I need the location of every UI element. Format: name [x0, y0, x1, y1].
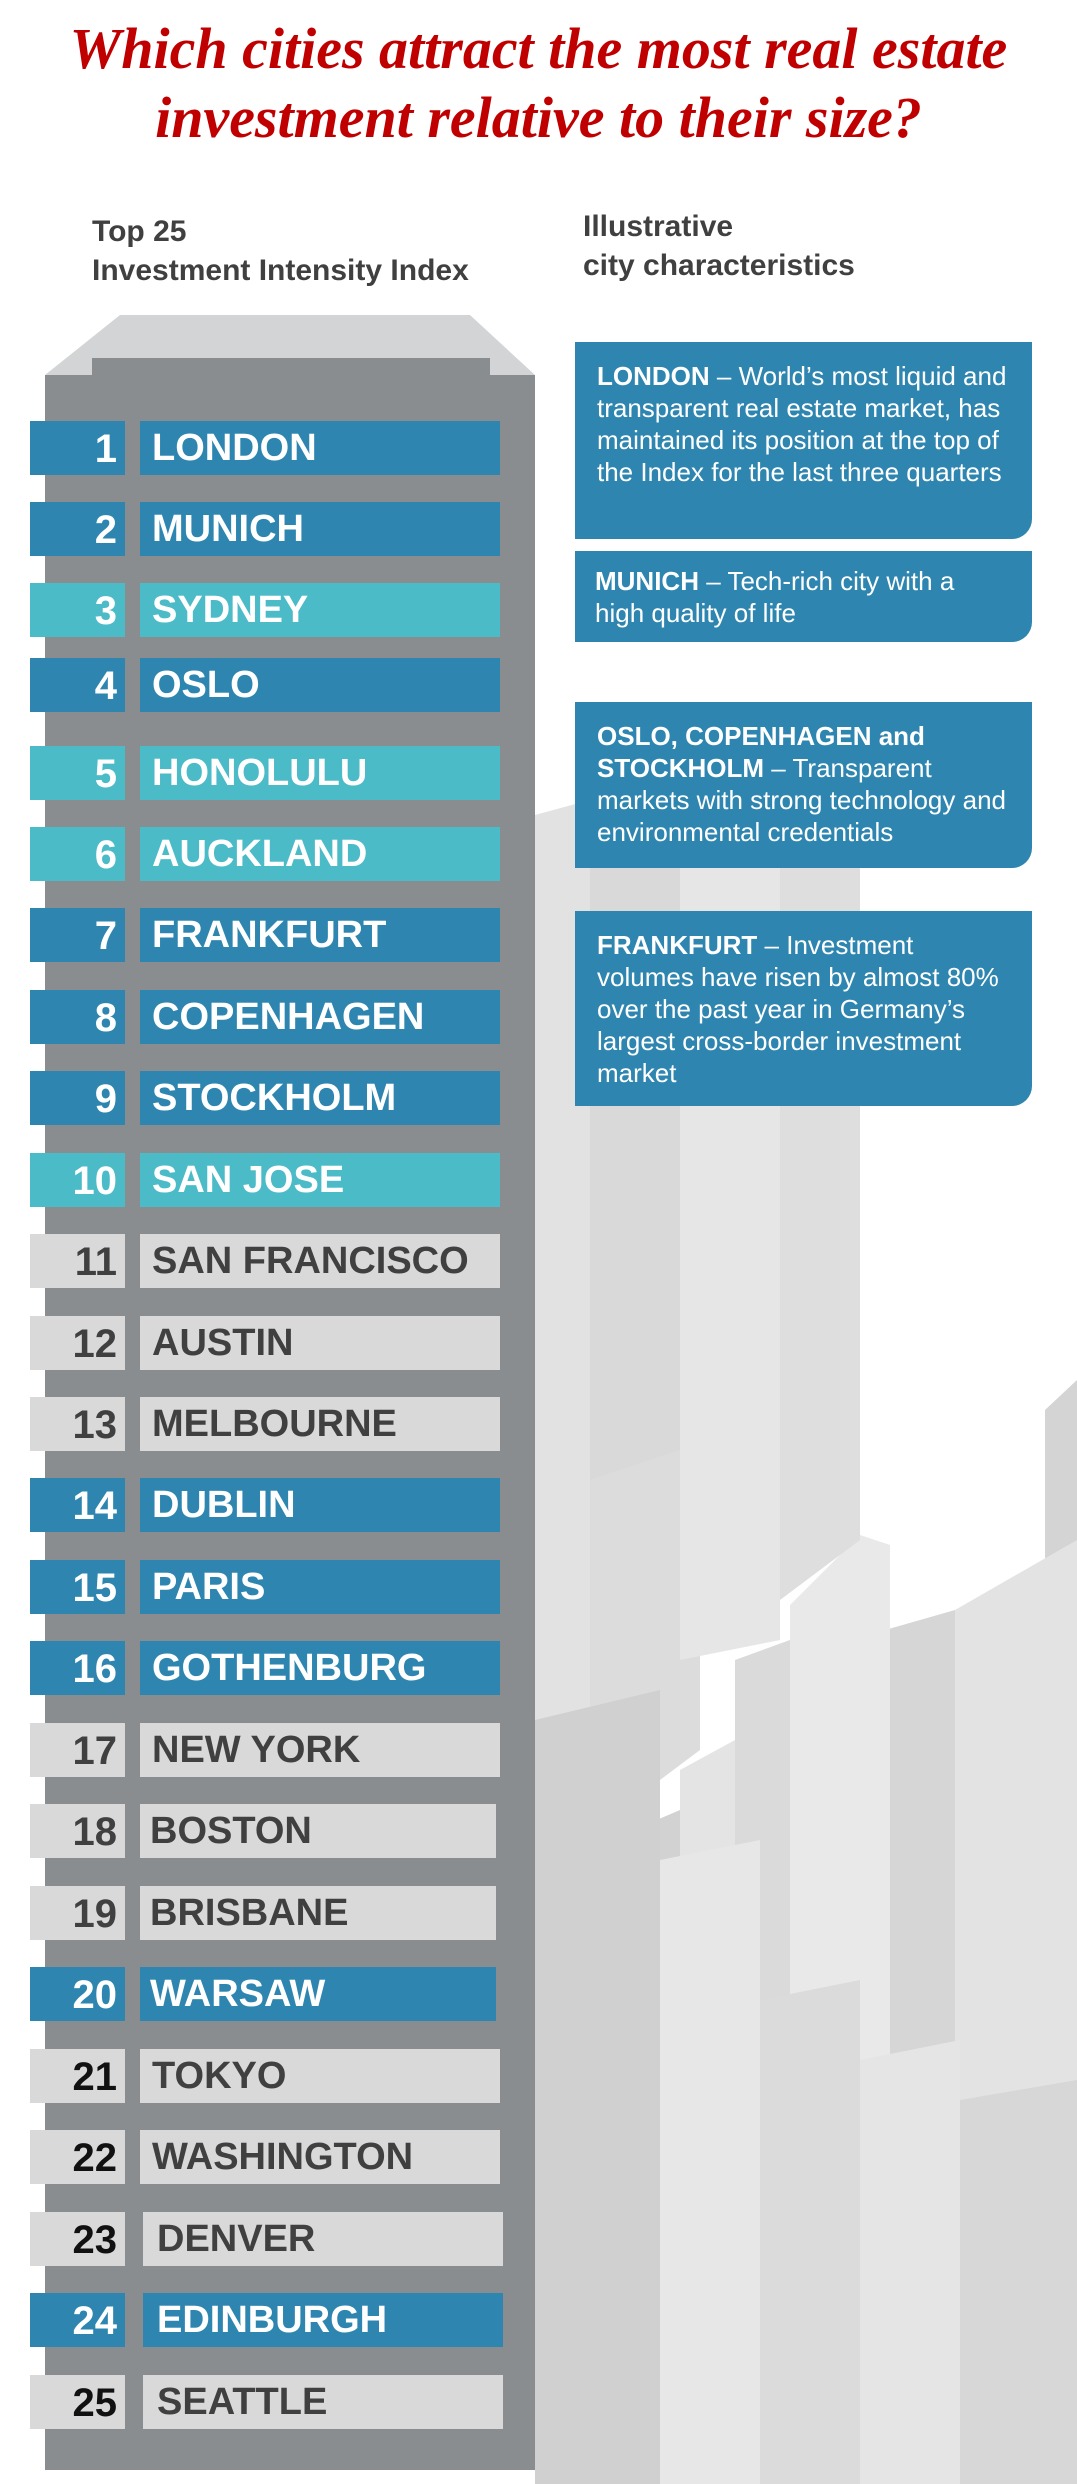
city-name: AUSTIN [140, 1316, 500, 1370]
rank-number: 19 [30, 1886, 125, 1940]
rank-number: 11 [30, 1234, 125, 1288]
city-name: BOSTON [140, 1804, 496, 1858]
city-name: COPENHAGEN [140, 990, 500, 1044]
rank-number: 22 [30, 2130, 125, 2184]
rank-number: 4 [30, 658, 125, 712]
city-name: BRISBANE [140, 1886, 496, 1940]
callout-heading: FRANKFURT [597, 930, 758, 960]
rank-number: 23 [30, 2212, 125, 2266]
rank-number: 17 [30, 1723, 125, 1777]
city-name: DUBLIN [140, 1478, 500, 1532]
ranking-header-line-2: Investment Intensity Index [92, 254, 469, 287]
city-name: MUNICH [140, 502, 500, 556]
rank-number: 5 [30, 746, 125, 800]
rank-number: 8 [30, 990, 125, 1044]
city-name: SAN FRANCISCO [140, 1234, 500, 1288]
callout-heading: OSLO, COPENHAGEN and STOCKHOLM [597, 721, 925, 783]
characteristics-header-line-1: Illustrative [583, 210, 734, 243]
callout-nordics: OSLO, COPENHAGEN and STOCKHOLM – Transpa… [575, 702, 1032, 868]
title-line-1: Which cities attract the most real estat… [69, 16, 1008, 81]
callout-frankfurt: FRANKFURT – Investment volumes have rise… [575, 911, 1032, 1106]
page-title: Which cities attract the most real estat… [0, 14, 1077, 152]
rank-number: 12 [30, 1316, 125, 1370]
callout-text: – Transparent markets with strong techno… [597, 753, 1006, 847]
rank-number: 13 [30, 1397, 125, 1451]
city-name: HONOLULU [140, 746, 500, 800]
rank-number: 6 [30, 827, 125, 881]
rank-number: 21 [30, 2049, 125, 2103]
city-name: GOTHENBURG [140, 1641, 500, 1695]
city-name: LONDON [140, 421, 500, 475]
callout-text: – Investment volumes have risen by almos… [597, 930, 999, 1088]
city-name: STOCKHOLM [140, 1071, 500, 1125]
city-name: SYDNEY [140, 583, 500, 637]
ranking-header-line-1: Top 25 [92, 215, 187, 248]
rank-number: 15 [30, 1560, 125, 1614]
title-line-2: investment relative to their size? [155, 85, 922, 150]
city-name: AUCKLAND [140, 827, 500, 881]
rank-number: 20 [30, 1967, 125, 2021]
city-name: SAN JOSE [140, 1153, 500, 1207]
city-name: FRANKFURT [140, 908, 500, 962]
rank-number: 25 [30, 2375, 125, 2429]
rank-number: 1 [30, 421, 125, 475]
city-name: SEATTLE [143, 2375, 503, 2429]
city-name: TOKYO [140, 2049, 500, 2103]
callout-text: – World’s most liquid and transparent re… [597, 361, 1007, 487]
rank-number: 24 [30, 2293, 125, 2347]
city-name: PARIS [140, 1560, 500, 1614]
rank-number: 9 [30, 1071, 125, 1125]
ranking-column-header: Top 25 Investment Intensity Index [92, 212, 469, 290]
callout-munich: MUNICH – Tech-rich city with a high qual… [575, 551, 1032, 642]
city-name: DENVER [143, 2212, 503, 2266]
characteristics-column-header: Illustrative city characteristics [583, 207, 855, 285]
callout-london: LONDON – World’s most liquid and transpa… [575, 342, 1032, 539]
rank-number: 2 [30, 502, 125, 556]
city-name: WARSAW [140, 1967, 496, 2021]
city-name: EDINBURGH [143, 2293, 503, 2347]
city-name: WASHINGTON [140, 2130, 500, 2184]
city-name: MELBOURNE [140, 1397, 500, 1451]
city-name: OSLO [140, 658, 500, 712]
characteristics-header-line-2: city characteristics [583, 249, 855, 282]
callout-text: – Tech-rich city with a high quality of … [595, 566, 955, 628]
rank-number: 14 [30, 1478, 125, 1532]
rank-number: 18 [30, 1804, 125, 1858]
city-name: NEW YORK [140, 1723, 500, 1777]
rank-number: 16 [30, 1641, 125, 1695]
callout-heading: LONDON [597, 361, 710, 391]
rank-number: 3 [30, 583, 125, 637]
callout-heading: MUNICH [595, 566, 699, 596]
rank-number: 10 [30, 1153, 125, 1207]
rank-number: 7 [30, 908, 125, 962]
